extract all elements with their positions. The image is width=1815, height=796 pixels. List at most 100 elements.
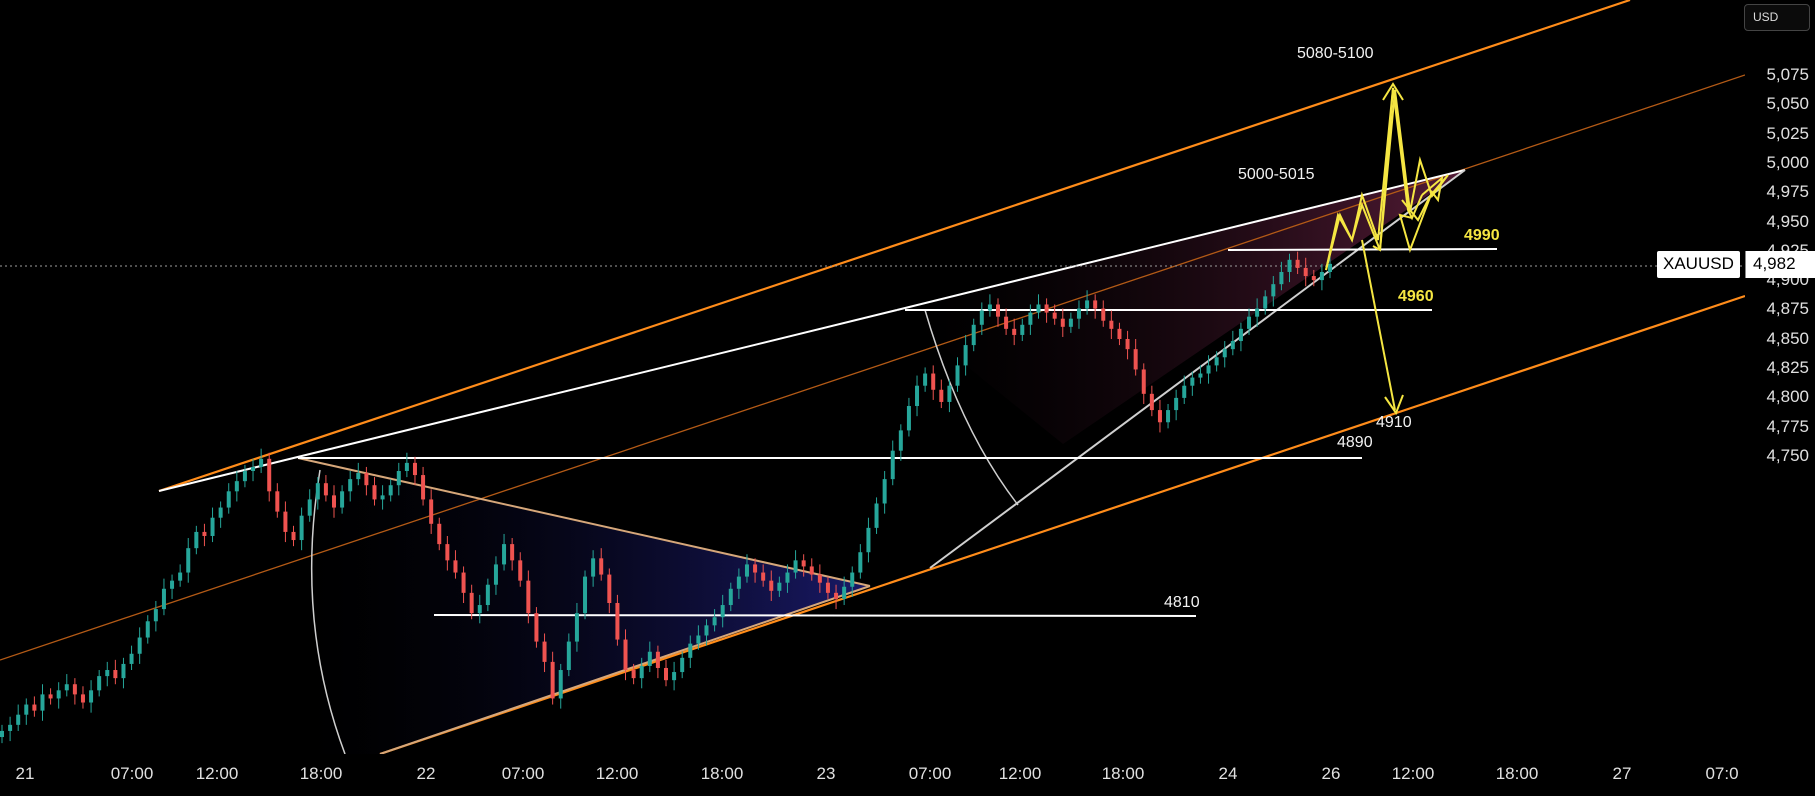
candle-body[interactable]: [1133, 349, 1138, 370]
candle-body[interactable]: [1198, 373, 1203, 378]
candle-body[interactable]: [1101, 308, 1106, 321]
candle-body[interactable]: [202, 531, 207, 536]
candle-body[interactable]: [817, 574, 822, 583]
candle-body[interactable]: [121, 663, 126, 679]
arc-right[interactable]: [924, 309, 1019, 506]
scenario-path-up[interactable]: [1325, 87, 1444, 271]
candle-body[interactable]: [348, 479, 353, 492]
candle-body[interactable]: [299, 515, 304, 541]
candle-body[interactable]: [72, 684, 77, 695]
candle-body[interactable]: [996, 304, 1000, 317]
candle-body[interactable]: [1076, 308, 1081, 319]
candle-body[interactable]: [615, 603, 620, 640]
candle-body[interactable]: [0, 730, 4, 738]
time-axis[interactable]: 21 07:00 12:00 18:00 22 07:00 12:00 18:00 23 07:0…: [0, 754, 1745, 796]
candle-body[interactable]: [80, 694, 85, 703]
candle-body[interactable]: [712, 617, 717, 626]
candle-body[interactable]: [145, 621, 150, 638]
candle-body[interactable]: [777, 582, 782, 591]
left-triangle-upper[interactable]: [297, 457, 871, 587]
candle-body[interactable]: [647, 651, 652, 666]
candle-body[interactable]: [574, 613, 579, 642]
scenario-up-arrow[interactable]: [1372, 87, 1411, 252]
candle-body[interactable]: [1214, 357, 1219, 366]
candle-body[interactable]: [1247, 316, 1252, 329]
candle-body[interactable]: [89, 690, 94, 703]
candle-body[interactable]: [502, 544, 507, 565]
candle-body[interactable]: [1190, 377, 1195, 386]
wedge-upper-trendline[interactable]: [158, 309, 898, 492]
candle-body[interactable]: [421, 475, 426, 500]
candle-body[interactable]: [372, 485, 377, 500]
candle-body[interactable]: [493, 564, 498, 585]
candle-body[interactable]: [542, 641, 547, 662]
candle-body[interactable]: [809, 566, 814, 575]
candle-body[interactable]: [1206, 365, 1211, 374]
candle-body[interactable]: [186, 548, 191, 573]
candle-body[interactable]: [1117, 328, 1122, 339]
candle-body[interactable]: [744, 564, 749, 577]
candle-body[interactable]: [526, 580, 531, 614]
candle-body[interactable]: [882, 479, 887, 504]
candle-body[interactable]: [874, 503, 879, 528]
candle-body[interactable]: [518, 560, 523, 581]
candle-body[interactable]: [251, 466, 256, 471]
candle-body[interactable]: [1020, 324, 1025, 335]
candle-body[interactable]: [437, 523, 442, 545]
candle-body[interactable]: [842, 586, 847, 599]
candle-body[interactable]: [510, 544, 515, 561]
right-triangle-upper[interactable]: [896, 169, 1466, 311]
candle-body[interactable]: [137, 637, 142, 654]
candle-body[interactable]: [1068, 318, 1073, 327]
candle-body[interactable]: [461, 572, 466, 593]
candle-body[interactable]: [931, 373, 936, 390]
candle-body[interactable]: [412, 462, 417, 476]
candle-body[interactable]: [1279, 271, 1284, 285]
candle-body[interactable]: [32, 704, 37, 711]
candle-body[interactable]: [890, 450, 895, 480]
price-axis[interactable]: 5,0755,0505,0255,0004,9754,9504,9254,900…: [1745, 0, 1815, 796]
candle-body[interactable]: [178, 572, 183, 581]
candle-body[interactable]: [971, 324, 976, 346]
candle-body[interactable]: [307, 499, 312, 516]
candle-body[interactable]: [1157, 410, 1162, 423]
candle-body[interactable]: [947, 385, 952, 402]
chart-area[interactable]: 5080-5100 5000-5015 4990 4960 4910 4890 …: [0, 0, 1745, 754]
candle-body[interactable]: [380, 495, 385, 500]
candle-body[interactable]: [696, 635, 701, 644]
candle-body[interactable]: [153, 609, 158, 622]
candle-body[interactable]: [963, 345, 968, 366]
candle-body[interactable]: [1271, 284, 1276, 297]
candle-body[interactable]: [340, 491, 345, 508]
candle-body[interactable]: [655, 651, 660, 668]
candle-body[interactable]: [591, 558, 596, 577]
candle-body[interactable]: [720, 605, 725, 618]
candle-body[interactable]: [1044, 304, 1049, 313]
candle-body[interactable]: [485, 584, 490, 606]
candle-body[interactable]: [291, 531, 296, 541]
candle-body[interactable]: [1230, 341, 1235, 350]
candle-body[interactable]: [445, 544, 450, 561]
candle-body[interactable]: [801, 560, 806, 567]
candle-body[interactable]: [979, 310, 984, 325]
candle-body[interactable]: [1174, 397, 1179, 411]
candle-body[interactable]: [834, 592, 839, 599]
candle-body[interactable]: [113, 670, 118, 679]
candle-body[interactable]: [259, 458, 264, 467]
candle-body[interactable]: [332, 495, 336, 508]
candle-body[interactable]: [210, 517, 215, 536]
level-4810-line[interactable]: [433, 614, 1197, 617]
candle-body[interactable]: [16, 714, 21, 725]
candle-body[interactable]: [825, 582, 830, 593]
candle-body[interactable]: [923, 373, 928, 386]
candle-body[interactable]: [550, 661, 555, 699]
candle-body[interactable]: [688, 643, 693, 658]
candle-body[interactable]: [1028, 312, 1033, 325]
candle-body[interactable]: [1012, 328, 1017, 335]
candle-body[interactable]: [1060, 318, 1065, 327]
candle-body[interactable]: [469, 592, 474, 614]
candle-body[interactable]: [1004, 316, 1009, 329]
candle-body[interactable]: [56, 690, 61, 699]
candle-body[interactable]: [105, 670, 110, 677]
candle-body[interactable]: [599, 558, 604, 575]
